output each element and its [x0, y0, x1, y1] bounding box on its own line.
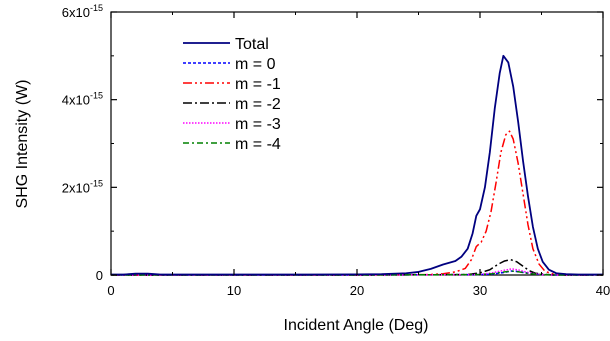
x-tick-label: 40 — [596, 283, 610, 298]
x-tick-label: 30 — [473, 283, 487, 298]
y-tick-label: 0 — [96, 268, 103, 283]
series-line-total — [111, 54, 603, 276]
y-axis-title: SHG Intensity (W) — [14, 80, 31, 209]
plot-curves — [111, 54, 603, 276]
series-line-m-1 — [111, 130, 603, 276]
y-tick-label: 4x10-15 — [62, 91, 103, 108]
legend: Total m = 0 m = -1 m = -2 m = -3 m = -4 — [183, 36, 281, 153]
axis-ticks: 0 10 20 30 40 0 2x10-15 4x10-15 6x10-15 — [62, 3, 610, 298]
legend-label: m = -1 — [235, 76, 281, 93]
legend-label: m = 0 — [235, 56, 276, 73]
legend-label: m = -2 — [235, 96, 281, 113]
y-tick-label: 6x10-15 — [62, 3, 103, 20]
legend-label: Total — [235, 36, 269, 53]
x-tick-label: 0 — [107, 283, 114, 298]
x-tick-label: 20 — [350, 283, 364, 298]
y-tick-label: 2x10-15 — [62, 178, 103, 195]
legend-label: m = -4 — [235, 136, 281, 153]
x-axis-title: Incident Angle (Deg) — [284, 317, 429, 334]
series-line-m-4 — [111, 270, 603, 276]
x-tick-label: 10 — [227, 283, 241, 298]
legend-label: m = -3 — [235, 116, 281, 133]
